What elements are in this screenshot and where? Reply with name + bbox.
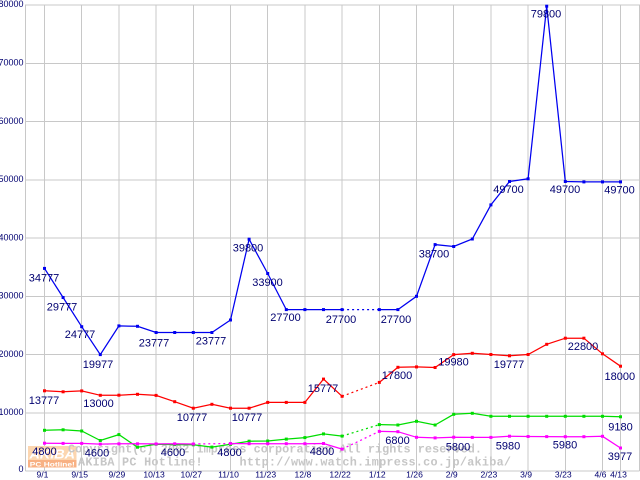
svg-text:49700: 49700 xyxy=(493,184,524,196)
svg-text:49700: 49700 xyxy=(604,185,635,197)
svg-text:9/29: 9/29 xyxy=(109,469,126,479)
svg-text:18000: 18000 xyxy=(605,371,636,383)
svg-text:30000: 30000 xyxy=(0,291,24,301)
svg-text:27700: 27700 xyxy=(326,314,357,326)
svg-text:4800: 4800 xyxy=(32,446,56,458)
svg-text:38700: 38700 xyxy=(419,249,450,261)
svg-text:Copyright(c) 2002 impress corp: Copyright(c) 2002 impress corporation Al… xyxy=(68,442,482,456)
svg-text:19977: 19977 xyxy=(83,359,114,371)
svg-text:15777: 15777 xyxy=(308,383,339,395)
svg-text:70000: 70000 xyxy=(0,58,24,68)
svg-text:4800: 4800 xyxy=(310,446,334,458)
svg-text:23777: 23777 xyxy=(139,338,170,350)
svg-text:12/8: 12/8 xyxy=(295,469,312,479)
svg-text:27700: 27700 xyxy=(381,314,412,326)
svg-text:3977: 3977 xyxy=(608,451,632,463)
svg-text:24777: 24777 xyxy=(65,329,96,341)
svg-text:39800: 39800 xyxy=(233,243,264,255)
svg-text:9/15: 9/15 xyxy=(71,469,88,479)
svg-text:19777: 19777 xyxy=(494,359,525,371)
svg-text:11/23: 11/23 xyxy=(255,469,276,479)
svg-text:4600: 4600 xyxy=(85,448,109,460)
svg-text:4800: 4800 xyxy=(217,447,241,459)
svg-text:3/9: 3/9 xyxy=(520,469,532,479)
svg-text:49700: 49700 xyxy=(550,184,581,196)
svg-text:PC Hotline!: PC Hotline! xyxy=(30,462,75,469)
svg-text:2/23: 2/23 xyxy=(481,469,498,479)
svg-text:50000: 50000 xyxy=(0,174,24,184)
svg-text:3/23: 3/23 xyxy=(555,469,572,479)
svg-text:33900: 33900 xyxy=(252,277,283,289)
svg-text:40000: 40000 xyxy=(0,232,24,242)
svg-text:6800: 6800 xyxy=(385,435,409,447)
svg-text:9180: 9180 xyxy=(608,422,632,434)
svg-text:12/22: 12/22 xyxy=(329,469,351,479)
svg-text:34777: 34777 xyxy=(29,273,60,285)
svg-text:22800: 22800 xyxy=(568,341,599,353)
svg-text:9/1: 9/1 xyxy=(37,469,49,479)
svg-text:4/6: 4/6 xyxy=(595,469,607,479)
svg-text:10777: 10777 xyxy=(232,412,263,424)
svg-text:13777: 13777 xyxy=(29,395,60,407)
svg-text:2/9: 2/9 xyxy=(446,469,458,479)
svg-text:29777: 29777 xyxy=(47,302,78,314)
svg-text:0: 0 xyxy=(18,464,23,474)
svg-text:19980: 19980 xyxy=(438,357,469,369)
svg-text:60000: 60000 xyxy=(0,116,24,126)
svg-text:23777: 23777 xyxy=(196,335,227,347)
svg-text:80000: 80000 xyxy=(0,0,24,9)
svg-text:79800: 79800 xyxy=(531,8,562,20)
svg-text:5980: 5980 xyxy=(496,440,520,452)
svg-text:13000: 13000 xyxy=(83,398,114,410)
svg-text:10/27: 10/27 xyxy=(181,469,203,479)
svg-text:10000: 10000 xyxy=(0,407,24,417)
svg-text:17800: 17800 xyxy=(382,370,413,382)
svg-text:AKIBA: AKIBA xyxy=(28,448,75,462)
svg-text:1/12: 1/12 xyxy=(369,469,386,479)
svg-text:27700: 27700 xyxy=(270,312,301,324)
svg-text:11/10: 11/10 xyxy=(218,469,239,479)
svg-text:1/26: 1/26 xyxy=(406,469,423,479)
svg-text:5980: 5980 xyxy=(553,439,577,451)
svg-text:5800: 5800 xyxy=(446,441,470,453)
svg-text:10777: 10777 xyxy=(177,412,208,424)
svg-text:20000: 20000 xyxy=(0,349,24,359)
svg-text:AKIBA PC Hotline! http://w: AKIBA PC Hotline! http://www.watch.impre… xyxy=(78,456,511,470)
svg-text:4/13: 4/13 xyxy=(610,469,627,479)
svg-text:4600: 4600 xyxy=(161,447,185,459)
svg-text:10/13: 10/13 xyxy=(143,469,165,479)
